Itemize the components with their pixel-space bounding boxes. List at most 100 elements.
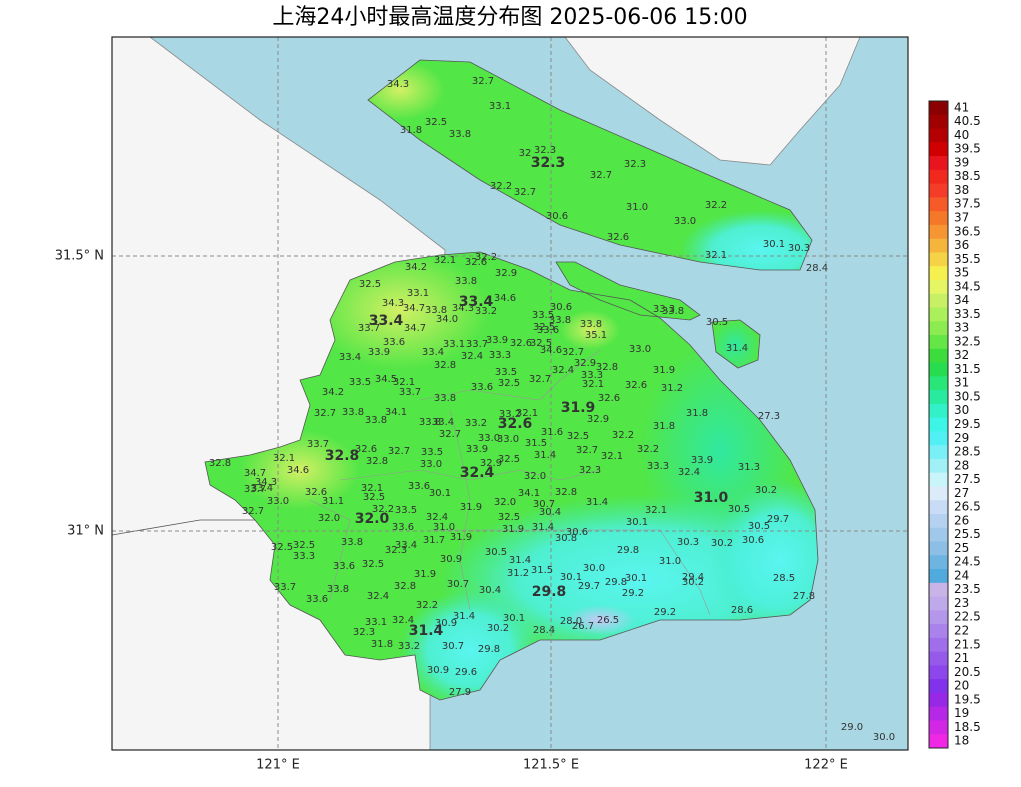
station-value: 34.1 xyxy=(518,488,540,499)
station-value: 30.5 xyxy=(728,504,750,515)
colorbar-label: 29.5 xyxy=(954,417,981,431)
station-value: 30.1 xyxy=(503,613,525,624)
colorbar-label: 25.5 xyxy=(954,527,981,541)
station-value: 33.8 xyxy=(455,276,477,287)
station-value: 33.9 xyxy=(368,347,390,358)
station-value: 31.9 xyxy=(460,502,482,513)
colorbar-swatch xyxy=(929,417,948,432)
colorbar-swatch xyxy=(929,238,948,253)
colorbar-label: 33.5 xyxy=(954,307,981,321)
station-value: 33.8 xyxy=(580,319,602,330)
colorbar-label: 37 xyxy=(954,211,969,225)
station-value: 32.3 xyxy=(624,159,646,170)
colorbar-label: 37.5 xyxy=(954,197,981,211)
station-value: 30.6 xyxy=(742,535,764,546)
station-value: 30.1 xyxy=(429,488,451,499)
station-value: 33.2 xyxy=(398,641,420,652)
station-value: 29.8 xyxy=(605,577,627,588)
station-value: 33.8 xyxy=(425,305,447,316)
station-value: 32.5 xyxy=(425,117,447,128)
colorbar-label: 36 xyxy=(954,238,969,252)
colorbar-swatch xyxy=(929,734,948,749)
station-value: 32.7 xyxy=(529,374,551,385)
lon-label: 121.5° E xyxy=(523,758,579,773)
station-value: 32.8 xyxy=(434,360,456,371)
station-value: 31.1 xyxy=(322,496,344,507)
station-value: 33.9 xyxy=(466,444,488,455)
colorbar-label: 20.5 xyxy=(954,665,981,679)
station-value: 34.7 xyxy=(403,303,425,314)
station-value: 32.8 xyxy=(366,456,388,467)
station-value: 31.9 xyxy=(450,532,472,543)
station-value: 32.7 xyxy=(439,429,461,440)
colorbar-swatch xyxy=(929,541,948,556)
station-value: 33.5 xyxy=(532,310,554,321)
station-value: 33.4 xyxy=(432,417,454,428)
station-value: 31.9 xyxy=(414,569,436,580)
station-value: 34.0 xyxy=(436,314,458,325)
colorbar-swatch xyxy=(929,555,948,570)
station-value: 32.2 xyxy=(612,430,634,441)
station-value: 31.9 xyxy=(502,524,524,535)
colorbar-swatch xyxy=(929,224,948,240)
station-value: 27.9 xyxy=(449,687,471,698)
station-value: 32.2 xyxy=(372,504,394,515)
colorbar-label: 30 xyxy=(954,403,969,417)
station-value: 32.3 xyxy=(385,545,407,556)
colorbar-label: 28.5 xyxy=(954,445,981,459)
station-value: 32.7 xyxy=(562,347,584,358)
station-value: 32.6 xyxy=(607,232,629,243)
station-value: 33.6 xyxy=(383,337,405,348)
colorbar-swatch xyxy=(929,624,948,639)
station-value: 30.0 xyxy=(583,563,605,574)
district-max-value: 29.8 xyxy=(532,584,567,600)
station-value: 32.5 xyxy=(498,378,520,389)
station-value: 34.6 xyxy=(287,465,309,476)
station-value: 32.6 xyxy=(598,393,620,404)
colorbar-swatch xyxy=(929,445,948,460)
station-value: 32.3 xyxy=(579,465,601,476)
colorbar-swatch xyxy=(929,266,948,281)
colorbar-label: 33 xyxy=(954,321,969,335)
colorbar-label: 39 xyxy=(954,155,969,169)
colorbar-label: 27 xyxy=(954,486,969,500)
station-value: 33.6 xyxy=(392,522,414,533)
station-value: 33.5 xyxy=(495,367,517,378)
station-value: 33.3 xyxy=(489,350,511,361)
station-value: 32.9 xyxy=(480,458,502,469)
colorbar-label: 24.5 xyxy=(954,555,981,569)
station-value: 32.6 xyxy=(305,487,327,498)
district-boundaries xyxy=(309,349,711,616)
station-value: 32.2 xyxy=(637,444,659,455)
station-value: 32.1 xyxy=(393,377,415,388)
station-value: 31.2 xyxy=(507,568,529,579)
station-value: 30.7 xyxy=(447,579,469,590)
station-value: 32.7 xyxy=(590,170,612,181)
station-value: 32.8 xyxy=(209,458,231,469)
colorbar-label: 40.5 xyxy=(954,114,981,128)
station-value: 32.7 xyxy=(576,445,598,456)
station-value: 32.3 xyxy=(534,145,556,156)
station-value: 33.7 xyxy=(358,323,380,334)
station-value: 33.8 xyxy=(434,393,456,404)
station-value: 30.5 xyxy=(748,521,770,532)
station-value: 29.8 xyxy=(478,644,500,655)
station-value: 30.4 xyxy=(539,507,561,518)
station-value: 33.6 xyxy=(333,561,355,572)
colorbar-swatch xyxy=(929,142,948,157)
colorbar-swatch xyxy=(929,293,948,308)
station-value: 32.4 xyxy=(552,365,574,376)
station-value: 32.4 xyxy=(367,591,389,602)
station-value: 34.3 xyxy=(452,303,474,314)
colorbar-swatch xyxy=(929,321,948,336)
station-value: 31.4 xyxy=(534,450,556,461)
colorbar-label: 19 xyxy=(954,706,969,720)
station-value: 32 xyxy=(519,148,532,159)
station-value: 27.8 xyxy=(793,591,815,602)
station-value: 32.7 xyxy=(472,76,494,87)
colorbar-swatch xyxy=(929,197,948,212)
station-value: 33.8 xyxy=(549,315,571,326)
colorbar-label: 30.5 xyxy=(954,389,981,403)
station-value: 33.1 xyxy=(443,339,465,350)
district-max-value: 32.0 xyxy=(355,511,390,527)
